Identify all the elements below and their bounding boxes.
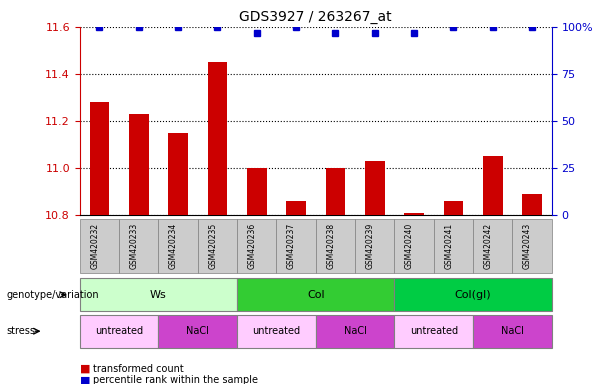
Bar [129, 114, 148, 215]
Text: NaCl: NaCl [344, 326, 367, 336]
Title: GDS3927 / 263267_at: GDS3927 / 263267_at [240, 10, 392, 25]
Bar [326, 168, 345, 215]
Text: stress: stress [6, 326, 35, 336]
Text: GSM420237: GSM420237 [287, 223, 296, 269]
Text: Ws: Ws [150, 290, 167, 300]
Bar [168, 133, 188, 215]
Text: GSM420233: GSM420233 [130, 223, 139, 269]
Text: GSM420243: GSM420243 [523, 223, 532, 269]
Text: GSM420232: GSM420232 [90, 223, 99, 269]
Text: ■: ■ [80, 364, 90, 374]
Bar [444, 201, 463, 215]
Text: GSM420240: GSM420240 [405, 223, 414, 269]
Bar [522, 194, 542, 215]
Bar [404, 213, 424, 215]
Text: percentile rank within the sample: percentile rank within the sample [93, 375, 258, 384]
Text: Col: Col [307, 290, 324, 300]
Bar [483, 156, 503, 215]
Text: GSM420234: GSM420234 [169, 223, 178, 269]
Text: NaCl: NaCl [501, 326, 524, 336]
Text: Col(gl): Col(gl) [455, 290, 492, 300]
Text: ■: ■ [80, 375, 90, 384]
Text: GSM420239: GSM420239 [366, 223, 375, 269]
Text: GSM420235: GSM420235 [208, 223, 218, 269]
Text: transformed count: transformed count [93, 364, 184, 374]
Text: GSM420236: GSM420236 [248, 223, 257, 269]
Text: GSM420238: GSM420238 [326, 223, 335, 269]
Bar [208, 62, 227, 215]
Text: untreated: untreated [253, 326, 300, 336]
Text: genotype/variation: genotype/variation [6, 290, 99, 300]
Bar [247, 168, 267, 215]
Bar [365, 161, 384, 215]
Bar [286, 201, 306, 215]
Bar [89, 102, 109, 215]
Text: NaCl: NaCl [186, 326, 209, 336]
Text: untreated: untreated [95, 326, 143, 336]
Text: GSM420242: GSM420242 [484, 223, 493, 269]
Text: untreated: untreated [409, 326, 458, 336]
Text: GSM420241: GSM420241 [444, 223, 454, 269]
